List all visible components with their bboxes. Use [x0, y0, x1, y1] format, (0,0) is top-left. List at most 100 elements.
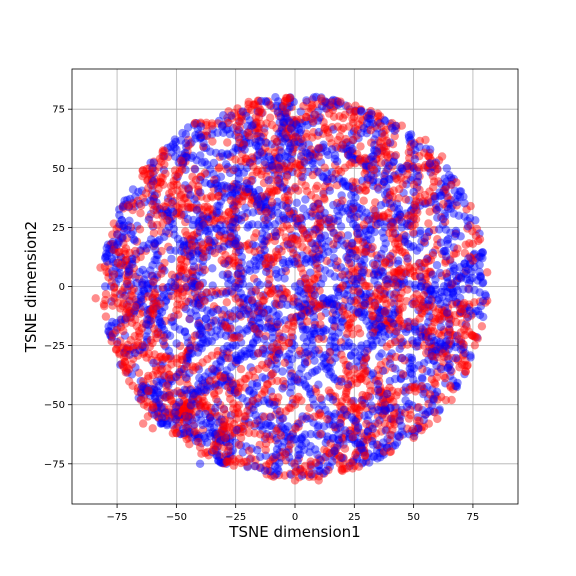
- scatter-point: [192, 271, 201, 281]
- scatter-point: [234, 293, 243, 302]
- scatter-point: [266, 435, 275, 444]
- scatter-point: [213, 201, 222, 211]
- scatter-point: [220, 181, 229, 190]
- scatter-point: [277, 160, 286, 170]
- scatter-point: [439, 247, 448, 256]
- scatter-point: [417, 308, 426, 318]
- scatter-point: [365, 110, 374, 120]
- scatter-point: [185, 252, 195, 261]
- scatter-point: [196, 323, 206, 333]
- scatter-point: [116, 318, 125, 328]
- scatter-point: [224, 260, 233, 269]
- scatter-point: [122, 313, 132, 323]
- scatter-point: [447, 180, 456, 190]
- scatter-point: [212, 431, 222, 441]
- scatter-point: [347, 397, 356, 406]
- scatter-point: [360, 450, 370, 460]
- scatter-point: [152, 210, 162, 219]
- scatter-point: [383, 282, 392, 291]
- scatter-point: [256, 303, 266, 312]
- scatter-point: [234, 408, 243, 417]
- scatter-point: [298, 147, 307, 157]
- scatter-point: [371, 215, 380, 224]
- scatter-point: [223, 163, 233, 172]
- scatter-point: [357, 373, 366, 383]
- scatter-point: [300, 274, 310, 283]
- scatter-point: [196, 382, 206, 392]
- scatter-point: [446, 366, 455, 375]
- scatter-point: [470, 341, 479, 350]
- scatter-point: [110, 283, 119, 292]
- scatter-point: [459, 285, 468, 294]
- scatter-point: [238, 107, 247, 116]
- scatter-point: [172, 372, 181, 382]
- scatter-point: [291, 313, 301, 322]
- scatter-point: [184, 411, 194, 420]
- scatter-point: [313, 270, 322, 279]
- scatter-point: [407, 205, 416, 215]
- scatter-point: [359, 358, 369, 367]
- scatter-point: [329, 321, 339, 330]
- scatter-point: [420, 234, 429, 243]
- scatter-point: [207, 321, 216, 331]
- scatter-point: [247, 121, 257, 130]
- scatter-point: [260, 205, 270, 214]
- scatter-point: [233, 355, 242, 365]
- scatter-point: [251, 241, 260, 251]
- scatter-point: [195, 134, 205, 143]
- scatter-point: [223, 150, 232, 159]
- scatter-point: [199, 252, 208, 262]
- scatter-point: [157, 402, 167, 412]
- scatter-point: [222, 366, 232, 375]
- scatter-point: [115, 205, 124, 214]
- scatter-point: [277, 453, 286, 462]
- scatter-point: [298, 140, 308, 149]
- scatter-point: [276, 112, 285, 122]
- scatter-point: [267, 317, 276, 327]
- scatter-point: [225, 129, 235, 139]
- scatter-point: [222, 165, 231, 174]
- x-tick-label: −25: [225, 512, 246, 523]
- scatter-point: [271, 450, 281, 460]
- scatter-point: [370, 331, 379, 341]
- scatter-point: [284, 320, 293, 329]
- scatter-point: [305, 414, 315, 423]
- scatter-point: [318, 172, 327, 181]
- scatter-point: [245, 454, 255, 464]
- scatter-point: [214, 185, 223, 194]
- scatter-point: [353, 126, 362, 135]
- scatter-point: [411, 262, 420, 271]
- scatter-point: [209, 238, 219, 247]
- scatter-point: [266, 259, 276, 269]
- scatter-point: [142, 164, 151, 174]
- scatter-point: [355, 411, 364, 421]
- scatter-point: [272, 322, 281, 332]
- scatter-point: [125, 296, 134, 305]
- scatter-point: [276, 228, 285, 237]
- scatter-point: [443, 303, 453, 312]
- scatter-point: [419, 303, 429, 313]
- scatter-point: [136, 209, 145, 218]
- scatter-point: [403, 214, 412, 223]
- scatter-point: [359, 265, 369, 275]
- scatter-point: [135, 329, 144, 338]
- scatter-point: [336, 167, 346, 177]
- grid-lines: [72, 69, 518, 504]
- scatter-point: [321, 453, 330, 462]
- scatter-point: [180, 194, 189, 203]
- scatter-point: [400, 237, 409, 246]
- scatter-point: [405, 264, 415, 273]
- scatter-point: [321, 452, 330, 462]
- scatter-point: [389, 397, 398, 407]
- scatter-point: [116, 290, 125, 299]
- scatter-point: [293, 169, 303, 178]
- scatter-point: [350, 282, 359, 291]
- scatter-point: [358, 390, 367, 400]
- scatter-point: [216, 197, 226, 206]
- scatter-point: [257, 192, 266, 201]
- scatter-point: [371, 129, 380, 139]
- scatter-point: [235, 117, 244, 127]
- scatter-point: [252, 382, 262, 391]
- scatter-point: [385, 199, 394, 208]
- scatter-point: [110, 294, 120, 303]
